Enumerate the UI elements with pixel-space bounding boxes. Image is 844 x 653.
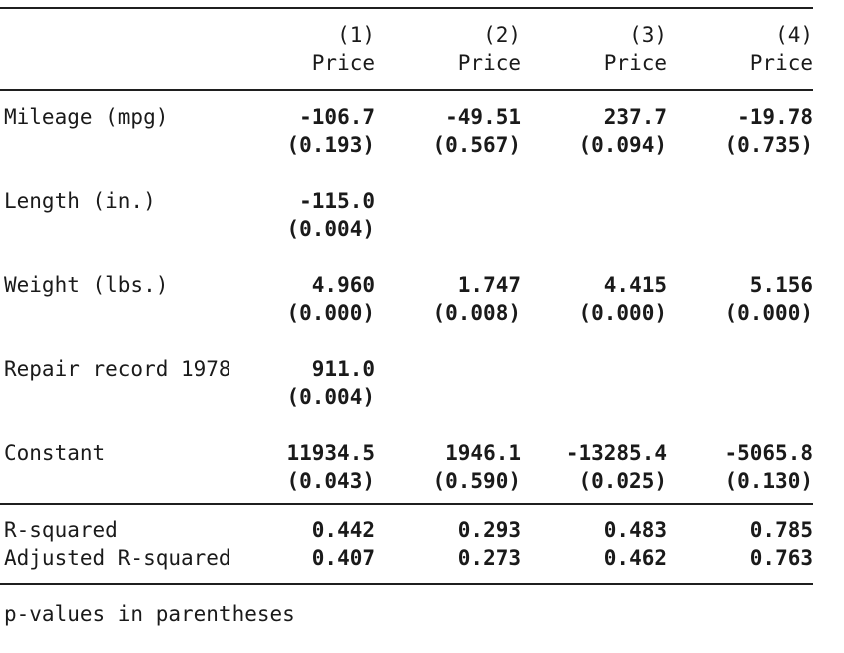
coefficient-body: Mileage (mpg) -106.7 -49.51 237.7 -19.78 (0.1… — [0, 90, 813, 504]
pvalue-row: (0.043) (0.590) (0.025) (0.130) — [0, 467, 813, 504]
estimate-cell — [375, 355, 521, 383]
model-number: (2) — [483, 23, 521, 47]
coef-row: Weight (lbs.) 4.960 1.747 4.415 5.156 — [0, 271, 813, 299]
estimate-cell: -115.0 — [299, 189, 375, 213]
pvalue-cell — [375, 215, 521, 243]
pvalue-cell: (0.094) — [578, 133, 667, 157]
variable-label: Weight (lbs.) — [4, 273, 169, 297]
pvalue-cell: (0.130) — [724, 469, 813, 493]
stat-value: 0.483 — [603, 518, 667, 542]
pvalue-row: (0.004) — [0, 383, 813, 411]
depvar-label: Price — [749, 51, 813, 75]
stat-label: R-squared — [4, 518, 118, 542]
stat-value: 0.293 — [457, 518, 521, 542]
header-empty-cell — [0, 8, 229, 49]
model-number: (3) — [629, 23, 667, 47]
stat-value: 0.442 — [311, 518, 375, 542]
coef-row: Mileage (mpg) -106.7 -49.51 237.7 -19.78 — [0, 90, 813, 131]
variable-label: Mileage (mpg) — [4, 105, 169, 129]
pvalue-cell: (0.004) — [286, 385, 375, 409]
estimate-cell: 1.747 — [457, 273, 521, 297]
stat-value: 0.763 — [749, 546, 813, 570]
stat-value: 0.407 — [311, 546, 375, 570]
header-empty-cell — [0, 49, 229, 90]
estimate-cell — [667, 355, 813, 383]
estimate-cell — [521, 187, 667, 215]
estimate-cell: -106.7 — [299, 105, 375, 129]
estimate-cell: -13285.4 — [565, 441, 667, 465]
stat-value: 0.273 — [457, 546, 521, 570]
estimate-cell: 1946.1 — [445, 441, 521, 465]
depvar-row: Price Price Price Price — [0, 49, 813, 90]
pvalue-cell: (0.735) — [724, 133, 813, 157]
spacer-cell — [0, 411, 813, 439]
pvalue-cell: (0.000) — [724, 301, 813, 325]
pvalue-cell — [667, 383, 813, 411]
depvar-label: Price — [457, 51, 521, 75]
table-footnote: p-values in parentheses — [4, 602, 295, 626]
coef-row: Repair record 1978 911.0 — [0, 355, 813, 383]
pvalue-cell: (0.025) — [578, 469, 667, 493]
coef-row: Constant 11934.5 1946.1 -13285.4 -5065.8 — [0, 439, 813, 467]
regression-results-table: (1) (2) (3) (4) Price Price Price Price … — [0, 7, 813, 585]
spacer-row — [0, 159, 813, 187]
pvalue-cell: (0.043) — [286, 469, 375, 493]
empty-label-cell — [0, 467, 229, 504]
pvalue-row: (0.193) (0.567) (0.094) (0.735) — [0, 131, 813, 159]
stat-value: 0.462 — [603, 546, 667, 570]
model-number-row: (1) (2) (3) (4) — [0, 8, 813, 49]
empty-label-cell — [0, 215, 229, 243]
model-number: (1) — [337, 23, 375, 47]
estimate-cell: 4.960 — [311, 273, 375, 297]
pvalue-cell: (0.193) — [286, 133, 375, 157]
spacer-row — [0, 243, 813, 271]
estimate-cell: 237.7 — [603, 105, 667, 129]
empty-label-cell — [0, 299, 229, 327]
estimate-cell: 11934.5 — [286, 441, 375, 465]
coef-row: Length (in.) -115.0 — [0, 187, 813, 215]
pvalue-cell — [375, 383, 521, 411]
estimate-cell — [375, 187, 521, 215]
pvalue-cell: (0.000) — [578, 301, 667, 325]
pvalue-cell: (0.567) — [432, 133, 521, 157]
estimate-cell — [521, 355, 667, 383]
pvalue-cell: (0.008) — [432, 301, 521, 325]
stats-body: R-squared 0.442 0.293 0.483 0.785 Adjusted R-… — [0, 504, 813, 584]
spacer-row — [0, 327, 813, 355]
depvar-label: Price — [311, 51, 375, 75]
estimate-cell: -19.78 — [737, 105, 813, 129]
stat-label: Adjusted R-squared — [4, 546, 229, 570]
pvalue-cell — [521, 383, 667, 411]
pvalue-cell: (0.004) — [286, 217, 375, 241]
model-number: (4) — [775, 23, 813, 47]
spacer-row — [0, 411, 813, 439]
spacer-cell — [0, 243, 813, 271]
estimate-cell: 4.415 — [603, 273, 667, 297]
empty-label-cell — [0, 383, 229, 411]
pvalue-row: (0.004) — [0, 215, 813, 243]
pvalue-cell — [667, 215, 813, 243]
pvalue-cell — [521, 215, 667, 243]
pvalue-row: (0.000) (0.008) (0.000) (0.000) — [0, 299, 813, 327]
stat-row: Adjusted R-squared 0.407 0.273 0.462 0.763 — [0, 544, 813, 584]
variable-label: Constant — [4, 441, 106, 465]
variable-label: Length (in.) — [4, 189, 156, 213]
stat-value: 0.785 — [749, 518, 813, 542]
spacer-cell — [0, 159, 813, 187]
estimate-cell: 911.0 — [311, 357, 375, 381]
depvar-label: Price — [603, 51, 667, 75]
estimate-cell — [667, 187, 813, 215]
variable-label: Repair record 1978 — [4, 357, 229, 381]
pvalue-cell: (0.590) — [432, 469, 521, 493]
estimate-cell: -49.51 — [445, 105, 521, 129]
table-header: (1) (2) (3) (4) Price Price Price Price — [0, 8, 813, 90]
empty-label-cell — [0, 131, 229, 159]
stat-row: R-squared 0.442 0.293 0.483 0.785 — [0, 504, 813, 544]
estimate-cell: 5.156 — [749, 273, 813, 297]
spacer-cell — [0, 327, 813, 355]
pvalue-cell: (0.000) — [286, 301, 375, 325]
estimate-cell: -5065.8 — [724, 441, 813, 465]
